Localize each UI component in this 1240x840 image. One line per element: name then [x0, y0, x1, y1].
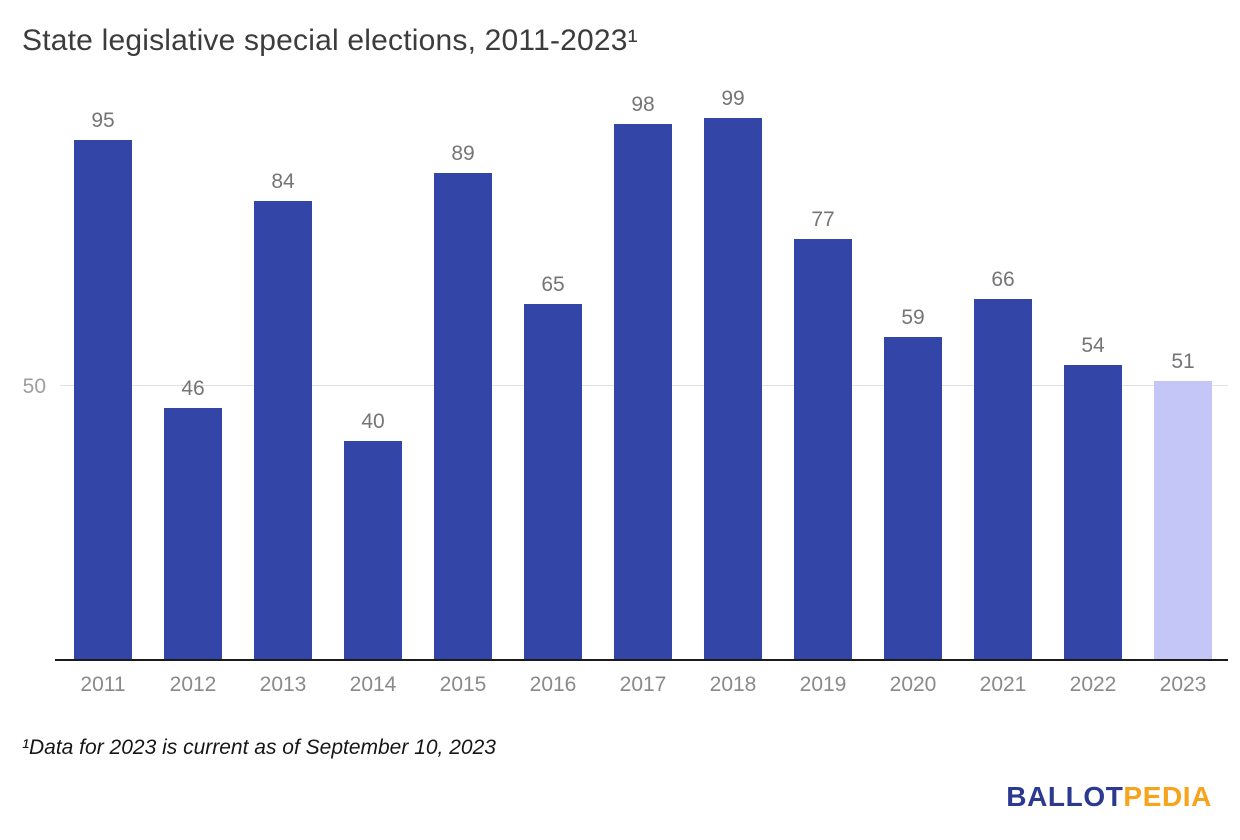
y-axis-tick-label: 50: [22, 375, 46, 398]
bar-column-2013: 84: [238, 80, 328, 660]
bar-2014: 40: [344, 410, 402, 660]
bar-2020: 59: [884, 306, 942, 660]
x-axis-label-2022: 2022: [1069, 673, 1117, 696]
x-axis-label-2018: 2018: [709, 673, 757, 696]
bar-value-label-2017: 98: [631, 92, 655, 116]
x-axis-label-2019: 2019: [799, 673, 847, 696]
bar-value-label-2016: 65: [541, 273, 565, 297]
bar-2012: 46: [164, 377, 222, 660]
bar-2019: 77: [794, 208, 852, 660]
bars-container: 95 46 84 40 89 65 98 99 77 59 66 54 51: [58, 80, 1228, 660]
logo-text-pedia: PEDIA: [1123, 781, 1212, 812]
bar-value-label-2014: 40: [361, 410, 385, 434]
bar-2016: 65: [524, 273, 582, 660]
bar-value-label-2021: 66: [991, 267, 1015, 291]
x-axis-label-2011: 2011: [80, 673, 126, 696]
bar-column-2023: 51: [1138, 80, 1228, 660]
bar-2011: 95: [74, 109, 132, 660]
bar-column-2015: 89: [418, 80, 508, 660]
x-axis-line: [55, 658, 1228, 661]
bar-column-2011: 95: [58, 80, 148, 660]
bar-column-2022: 54: [1048, 80, 1138, 660]
x-axis-labels: 2011 2012 2013 2014 2015 2016 2017 2018 2019 2020…: [58, 673, 1228, 697]
bar-column-2017: 98: [598, 80, 688, 660]
bar-value-label-2012: 46: [181, 377, 205, 401]
bar-value-label-2018: 99: [721, 87, 745, 111]
bar-column-2014: 40: [328, 80, 418, 660]
bar-2022: 54: [1064, 334, 1122, 660]
bar-value-label-2020: 59: [901, 306, 925, 330]
bar-value-label-2013: 84: [271, 169, 295, 193]
bar-column-2012: 46: [148, 80, 238, 660]
bar-column-2016: 65: [508, 80, 598, 660]
chart-title: State legislative special elections, 201…: [22, 24, 638, 57]
x-axis-label-2012: 2012: [169, 673, 217, 696]
x-axis-label-2017: 2017: [619, 673, 667, 696]
logo-text-ballot: BALLOT: [1006, 781, 1124, 812]
bar-value-label-2011: 95: [91, 109, 115, 133]
bar-2023: 51: [1154, 350, 1212, 660]
bar-column-2021: 66: [958, 80, 1048, 660]
x-axis-label-2015: 2015: [439, 673, 487, 696]
bar-column-2018: 99: [688, 80, 778, 660]
bar-chart: 50 95 46 84 40 89 65 98 99 77 59 66 54 51 2011 2012 20…: [23, 80, 1228, 696]
bar-2021: 66: [974, 268, 1032, 660]
bar-value-label-2022: 54: [1081, 333, 1105, 357]
x-axis-label-2013: 2013: [259, 673, 307, 696]
bar-2018: 99: [704, 87, 762, 660]
bar-2013: 84: [254, 170, 312, 660]
bar-2015: 89: [434, 142, 492, 660]
bar-column-2020: 59: [868, 80, 958, 660]
x-axis-label-2023: 2023: [1159, 673, 1207, 696]
bar-value-label-2023: 51: [1171, 350, 1195, 374]
bar-value-label-2019: 77: [811, 207, 835, 231]
x-axis-label-2020: 2020: [889, 673, 937, 696]
bar-2017: 98: [614, 93, 672, 660]
bar-value-label-2015: 89: [451, 142, 475, 166]
x-axis-label-2021: 2021: [979, 673, 1027, 696]
x-axis-label-2016: 2016: [529, 673, 577, 696]
ballotpedia-logo: BALLOTPEDIA: [1006, 781, 1212, 813]
x-axis-label-2014: 2014: [349, 673, 397, 696]
footnote: ¹Data for 2023 is current as of Septembe…: [22, 736, 496, 759]
bar-column-2019: 77: [778, 80, 868, 660]
